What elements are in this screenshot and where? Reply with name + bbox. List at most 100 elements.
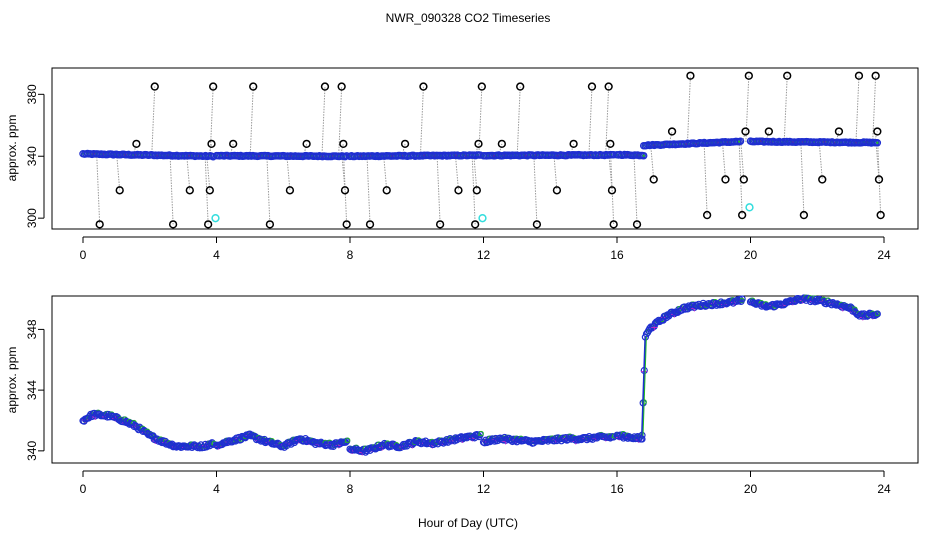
x-tick-label: 24 [877,482,891,496]
calibration-point [587,82,597,91]
series-point [738,295,746,303]
dense-point-core [737,140,741,143]
series-glyph: + [690,303,698,314]
calibration-point [471,220,480,229]
connector-line [570,143,575,156]
calibration-point [873,127,882,136]
dense-point [736,137,745,145]
connector-line [401,143,406,156]
bottom-panel-y-axis-label: approx. ppm [5,347,19,414]
dense-point-core [876,141,879,144]
series-point-green [478,430,484,437]
dense-point [873,139,882,147]
connector-line [321,86,326,157]
series-point-green [344,437,351,443]
connector-line [877,142,882,216]
step-rise-line-green [642,336,647,436]
calibration-point [229,139,238,149]
series-point [163,439,172,447]
calibration-point [472,186,481,195]
bottom-panel-frame [51,295,919,464]
connector-line [132,143,137,156]
connector-line [229,143,234,156]
connector-line [366,156,371,225]
calibration-point [419,82,428,91]
calibration-point [606,139,615,149]
calibration-point [185,186,194,195]
calibration-point [365,220,375,229]
x-tick-label: 20 [744,482,758,496]
calibration-point [874,175,884,184]
connector-line [610,154,615,225]
series-glyph: + [492,434,500,445]
calibration-point [320,82,330,91]
calibration-point [876,210,885,220]
calibration-point [168,220,178,229]
connector-line [116,154,121,191]
series-glyph: + [428,440,436,451]
connector-line [742,131,746,143]
calibration-point [339,139,348,149]
connector-line [454,155,459,191]
calibration-point [871,71,880,80]
calibration-point [607,186,617,195]
x-tick-label: 16 [610,482,624,496]
connector-line [516,86,521,156]
y-tick-label: 340 [25,146,39,166]
flagged-point [745,203,754,212]
series-glyph: + [191,442,199,453]
calibration-point [474,139,483,149]
calibration-point [741,127,750,136]
calibration-point [209,82,218,91]
top-panel-y-axis-label: approx. ppm [5,115,19,182]
series-glyph: + [660,312,668,323]
calibration-point [382,186,391,195]
connector-line [436,155,441,225]
x-tick-label: 24 [877,248,891,262]
calibration-point [552,186,562,195]
series-point [873,310,881,318]
calibration-point [454,186,463,195]
connector-line [209,86,214,157]
calibration-point [738,210,747,220]
series-glyph: + [315,440,323,451]
calibration-point [265,220,275,229]
connector-line [588,86,593,156]
top-panel-calibration-points [95,71,885,229]
top-panel-axes: 0 4 8 12 16 20 24 300 340 380 [25,84,891,262]
bottom-panel-series: + + + + + +++ + + + + + + + + + + + + + + + + + ++ + + + + + + + + + + + + +… [79,294,881,459]
x-tick-label: 0 [80,248,87,262]
calibration-point [744,71,753,80]
calibration-point [435,220,445,229]
x-tick-label: 4 [213,482,220,496]
calibration-point [204,220,213,229]
connector-line [475,143,479,156]
connector-line [873,131,878,143]
calibration-point [285,186,295,195]
connector-line [686,75,691,144]
calibration-point [205,186,214,195]
connector-line [740,142,745,180]
series-glyph: + [650,322,658,333]
connector-line [765,131,770,142]
calibration-point [249,82,258,91]
series-glyph: + [542,436,550,447]
y-tick-label: 344 [25,380,39,400]
x-tick-label: 4 [213,248,220,262]
calibration-point [632,220,642,229]
calibration-point [302,139,311,149]
calibration-point [649,175,658,184]
x-tick-label: 8 [347,248,354,262]
calibration-point [342,220,351,229]
x-tick-label: 8 [347,482,354,496]
calibration-point [400,139,410,149]
calibration-point [497,139,507,149]
bottom-panel-axes: 0 4 8 12 16 20 24 340 344 348 [25,319,891,496]
calibration-point [686,71,695,80]
dense-point-core [642,154,645,157]
connector-line [169,155,174,225]
connector-line [650,144,655,180]
series-glyph: + [285,438,293,449]
